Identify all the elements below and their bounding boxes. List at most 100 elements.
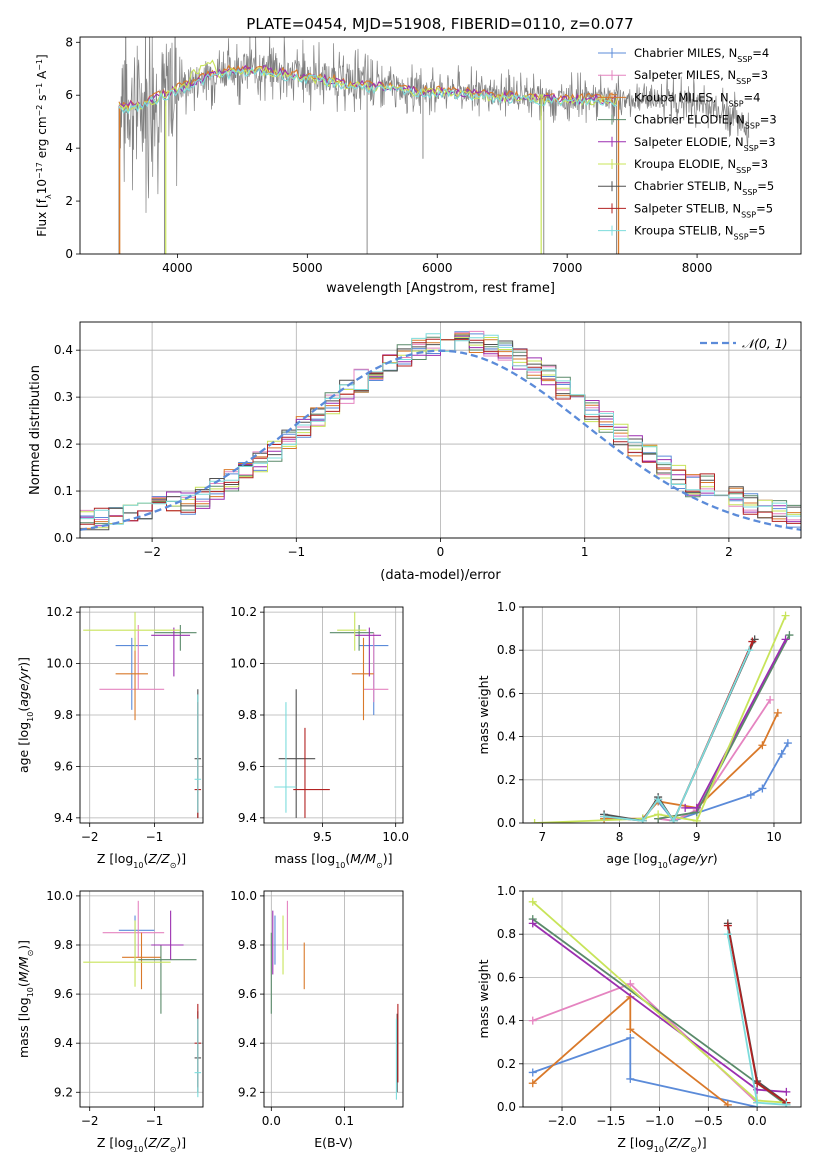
y-tick-label: 0.3 (54, 390, 73, 404)
y-tick-label: 9.8 (54, 938, 73, 952)
y-tick-label: 9.8 (54, 708, 73, 722)
series-point-salpeter_elodie (782, 1087, 791, 1096)
y-tick-label: 1.0 (497, 884, 516, 898)
series-point-salpeter_elodie (528, 919, 537, 928)
plot-area (80, 330, 801, 531)
series-point-kroupa_elodie (654, 810, 663, 819)
y-tick-label: 9.4 (54, 811, 73, 825)
x-tick-label: −1 (146, 1114, 164, 1128)
series-point-kroupa_stelib (669, 816, 678, 823)
y-tick-label: 0.4 (497, 1014, 516, 1028)
series-point-kroupa_miles (758, 741, 767, 750)
y-axis-label: mass weight (476, 959, 491, 1038)
y-tick-label: 9.6 (54, 987, 73, 1001)
y-tick-label: 8 (65, 35, 73, 49)
x-axis-label: Z [log10(Z/Z⊙)] (97, 1135, 186, 1154)
y-axis-label: Normed distribution (28, 365, 43, 495)
x-tick-label: 1 (581, 545, 589, 559)
x-tick-label: 7000 (552, 261, 583, 275)
series-point-salpeter_stelib (723, 921, 732, 930)
legend-label-kroupa_stelib: Kroupa STELIB, NSSP=5 (634, 224, 765, 242)
series-point-chabrier_miles (783, 739, 792, 748)
x-tick-label: 0.1 (335, 1114, 354, 1128)
plot-area (530, 611, 794, 823)
series-point-kroupa_stelib (654, 795, 663, 804)
series-line-chabrier_elodie (657, 634, 791, 820)
series-line-chabrier_stelib (603, 639, 756, 823)
panel-mass_vs_Z: −2 −1 9.2 9.4 9.6 9.8 10.0 Z [log10(Z/Z⊙)] mass … (16, 889, 204, 1154)
series-point-chabrier_miles (758, 784, 767, 793)
x-tick-label: 5000 (292, 261, 323, 275)
series-point-salpeter_miles (528, 1016, 537, 1025)
y-tick-label: 0.0 (54, 531, 73, 545)
x-tick-label: −2 (143, 545, 161, 559)
series-point-kroupa_stelib (745, 646, 754, 655)
axes-frame (522, 890, 802, 1108)
y-axis-label: mass [log10(M/M⊙)] (16, 940, 35, 1058)
series-line-chabrier_miles (532, 1036, 758, 1107)
model-spectrum-kroupa_elodie (118, 59, 618, 113)
y-tick-label: 0.4 (54, 343, 73, 357)
series-point-chabrier_miles (746, 790, 755, 799)
series-point-kroupa_stelib (782, 1100, 791, 1107)
y-axis-label: age [log10(age/yr)] (16, 657, 35, 773)
series-point-salpeter_miles (626, 979, 635, 988)
series-line-salpeter_stelib (604, 641, 754, 823)
axes-frame (263, 606, 404, 824)
y-tick-label: 9.6 (238, 759, 257, 773)
axes-frame (79, 890, 204, 1108)
y-tick-label: 9.8 (238, 708, 257, 722)
model-spectrum-kroupa_miles (118, 64, 618, 110)
plot-area (83, 612, 202, 818)
panel-mass_vs_ebv: 0.0 0.1 9.2 9.4 9.6 9.8 10.0 E(B-V) (230, 889, 404, 1150)
series-point-kroupa_miles (773, 708, 782, 717)
x-tick-label: −2 (81, 1114, 99, 1128)
series-line-kroupa_stelib (604, 649, 751, 823)
series-point-chabrier_elodie (785, 631, 794, 640)
x-tick-label: 8 (616, 830, 624, 844)
panel-age_vs_mass: 9.5 10.0 9.4 9.6 9.8 10.0 10.2 mass [log10(M/M⊙… (230, 605, 409, 869)
panel-mass_weight_vs_Z: −2.0 −1.5 −1.0 −0.5 0.0 0.0 0.2 0.4 0.6 0.8 1.0 Z [… (476, 884, 802, 1154)
y-tick-label: 0.6 (497, 970, 516, 984)
series-point-salpeter_elodie (781, 635, 790, 644)
model-spectrum-kroupa_stelib (118, 67, 618, 115)
y-tick-label: 10.2 (46, 605, 73, 619)
plot-area (83, 900, 202, 1098)
series-point-kroupa_miles (626, 1025, 635, 1034)
series-point-kroupa_miles (723, 1100, 732, 1107)
plot-area (270, 900, 399, 1100)
x-tick-label: −1 (146, 830, 164, 844)
y-tick-label: 9.2 (54, 1085, 73, 1099)
y-tick-label: 0.8 (497, 927, 516, 941)
series-point-kroupa_stelib (600, 812, 609, 821)
x-tick-label: 6000 (422, 261, 453, 275)
series-point-kroupa_elodie (530, 819, 539, 823)
legend-label-chabrier_elodie: Chabrier ELODIE, NSSP=3 (634, 113, 777, 131)
normal-distribution-curve (80, 349, 801, 531)
panel-spectrum: 4000 5000 6000 7000 8000 0 2 4 6 8 wavelength [Ang… (35, 35, 802, 296)
legend-label-chabrier_stelib: Chabrier STELIB, NSSP=5 (634, 179, 774, 197)
axes-frame (522, 606, 802, 824)
axes-frame (79, 36, 802, 255)
panel-mass_weight_vs_age: 7 8 9 10 0.0 0.2 0.4 0.6 0.8 1.0 age [log10(age/yr… (476, 600, 802, 870)
legend-label-kroupa_miles: Kroupa MILES, NSSP=4 (634, 90, 760, 108)
x-axis-label: Z [log10(Z/Z⊙)] (97, 851, 186, 870)
y-tick-label: 0.2 (497, 773, 516, 787)
x-tick-label: −1.0 (645, 1114, 674, 1128)
plot-area (274, 612, 389, 818)
series-point-kroupa_miles (528, 1079, 537, 1088)
series-line-kroupa_miles (532, 994, 729, 1106)
legend-label-kroupa_elodie: Kroupa ELODIE, NSSP=3 (634, 157, 768, 175)
y-tick-label: 0.2 (54, 437, 73, 451)
x-tick-label: 0 (437, 545, 445, 559)
x-axis-label: age [log10(age/yr) (606, 851, 717, 870)
y-tick-label: 0.1 (54, 484, 73, 498)
series-point-salpeter_elodie (692, 803, 701, 812)
panel-residuals: −2 −1 0 1 2 0.0 0.1 0.2 0.3 0.4 𝒩(0, 1) (data-model… (28, 321, 802, 583)
x-tick-label: 0.0 (262, 1114, 281, 1128)
y-tick-label: 9.6 (54, 759, 73, 773)
y-axis-label: mass weight (476, 675, 491, 754)
y-tick-label: 2 (65, 194, 73, 208)
x-axis-label: wavelength [Angstrom, rest frame] (326, 281, 555, 296)
x-axis-label: mass [log10(M/M⊙)] (274, 851, 392, 870)
